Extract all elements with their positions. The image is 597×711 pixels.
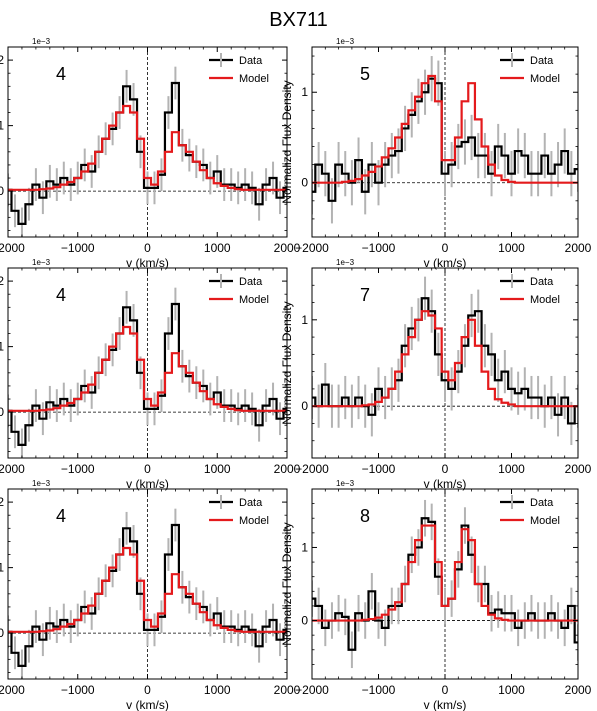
x-tick-label: −2000 [295, 462, 329, 476]
y-offset-text: 1e−3 [32, 479, 51, 488]
x-tick-label: 1000 [204, 241, 231, 255]
y-tick-label: 2 [0, 53, 4, 67]
legend-data-label: Data [239, 497, 263, 509]
x-axis-label: v (km/s) [424, 477, 467, 491]
legend-model-label: Model [530, 73, 560, 85]
x-tick-label: 2000 [565, 683, 592, 697]
x-tick-label: 2000 [274, 241, 301, 255]
legend-model-label: Model [530, 515, 560, 527]
x-axis-label: v (km/s) [126, 698, 169, 711]
x-axis-label: v (km/s) [424, 698, 467, 711]
model-series-line [8, 325, 287, 412]
panel-1: −2000 −1000 0 1000 2000 0 1 2 1e−3 v (km/s) Normal… [0, 37, 301, 270]
x-axis-label: v (km/s) [126, 256, 169, 270]
x-tick-label: −1000 [61, 683, 95, 697]
panel-number: 4 [56, 506, 66, 526]
plot-area [312, 489, 578, 679]
x-tick-label: −1000 [362, 241, 396, 255]
y-offset-text: 1e−3 [32, 37, 51, 46]
x-tick-label: 1000 [498, 683, 525, 697]
legend-data-label: Data [239, 276, 263, 288]
x-tick-label: 2000 [565, 241, 592, 255]
y-tick-label: 1 [0, 561, 4, 575]
y-offset-text: 1e−3 [336, 258, 355, 267]
x-axis-label: v (km/s) [126, 477, 169, 491]
y-axis-label: Normalizd Flux Density [280, 301, 294, 424]
y-tick-label: 0 [301, 176, 308, 190]
x-tick-label: 1000 [204, 462, 231, 476]
panel-4: −2000 −1000 0 1000 2000 0 1 1e−3 v (km/s) Normali… [280, 258, 592, 491]
model-series-line [312, 74, 578, 184]
y-offset-text: 1e−3 [336, 479, 355, 488]
y-tick-label: 2 [0, 274, 4, 288]
x-tick-label: −2000 [295, 241, 329, 255]
x-tick-label: 0 [144, 241, 151, 255]
x-tick-label: −2000 [0, 241, 25, 255]
legend-model-label: Model [239, 515, 269, 527]
plot-area [312, 268, 578, 458]
y-tick-label: 1 [301, 85, 308, 99]
model-series-line [8, 546, 287, 633]
x-tick-label: −2000 [0, 462, 25, 476]
y-tick-label: 1 [0, 119, 4, 133]
panel-number: 8 [360, 506, 370, 526]
x-tick-label: 1000 [204, 683, 231, 697]
panel-6: −2000 −1000 0 1000 2000 0 1 1e−3 v (km/s) Normali… [280, 479, 592, 711]
x-tick-label: 2000 [565, 462, 592, 476]
x-tick-label: 2000 [274, 462, 301, 476]
y-tick-label: 1 [0, 340, 4, 354]
legend-data-label: Data [239, 55, 263, 67]
panel-2: −2000 −1000 0 1000 2000 0 1 1e−3 v (km/s) Normali… [280, 37, 592, 270]
legend-model-label: Model [239, 294, 269, 306]
y-axis-label: Normalizd Flux Density [280, 522, 294, 645]
x-tick-label: −1000 [362, 462, 396, 476]
y-tick-label: 0 [301, 399, 308, 413]
panel-5: −2000 −1000 0 1000 2000 0 1 2 1e−3 v (km/s) Normal… [0, 479, 301, 711]
x-tick-label: 0 [442, 241, 449, 255]
legend-model-label: Model [239, 73, 269, 85]
plot-area [8, 268, 287, 458]
panel-3: −2000 −1000 0 1000 2000 0 1 2 1e−3 v (km/s) Normal… [0, 258, 301, 491]
model-series-line [8, 104, 287, 191]
x-tick-label: −2000 [295, 683, 329, 697]
y-tick-label: 0 [301, 614, 308, 628]
x-tick-label: −1000 [61, 241, 95, 255]
legend-model-label: Model [530, 294, 560, 306]
x-tick-label: 0 [144, 462, 151, 476]
figure-title: BX711 [269, 9, 328, 31]
panel-number: 4 [56, 285, 66, 305]
x-axis-label: v (km/s) [424, 256, 467, 270]
legend-data-label: Data [530, 276, 554, 288]
y-offset-text: 1e−3 [32, 258, 51, 267]
x-tick-label: −1000 [362, 683, 396, 697]
model-series-line [312, 310, 578, 408]
x-tick-label: −1000 [61, 462, 95, 476]
legend-data-label: Data [530, 55, 554, 67]
plot-area [8, 489, 287, 679]
panel-number: 7 [360, 285, 370, 305]
x-tick-label: −2000 [0, 683, 25, 697]
y-offset-text: 1e−3 [336, 37, 355, 46]
data-series-line [312, 297, 578, 425]
y-tick-label: 0 [0, 184, 4, 198]
plot-area [312, 47, 578, 237]
y-tick-label: 0 [0, 405, 4, 419]
x-tick-label: 0 [442, 683, 449, 697]
y-tick-label: 0 [0, 626, 4, 640]
x-tick-label: 1000 [498, 462, 525, 476]
panel-number: 5 [360, 64, 370, 84]
y-axis-label: Normalizd Flux Density [280, 80, 294, 203]
panel-number: 4 [56, 64, 66, 84]
model-series-line [312, 524, 578, 622]
y-tick-label: 2 [0, 495, 4, 509]
x-tick-label: 1000 [498, 241, 525, 255]
plot-area [8, 47, 287, 237]
legend-data-label: Data [530, 497, 554, 509]
x-tick-label: 0 [144, 683, 151, 697]
y-tick-label: 1 [301, 313, 308, 327]
x-tick-label: 2000 [274, 683, 301, 697]
x-tick-label: 0 [442, 462, 449, 476]
y-tick-label: 1 [301, 540, 308, 554]
